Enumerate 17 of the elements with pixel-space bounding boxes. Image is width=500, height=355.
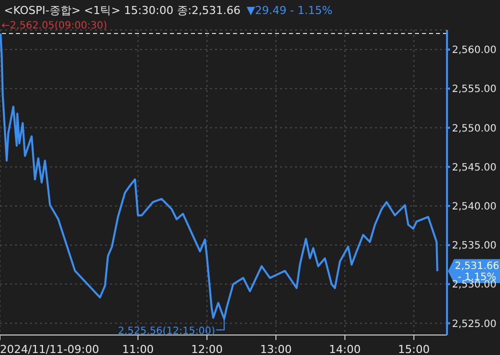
y-tick-label: 2,550.00 (452, 123, 497, 134)
x-tick-label: 12:00 (191, 343, 223, 355)
x-tick-label: 15:00 (398, 343, 430, 355)
y-tick-label: 2,535.00 (452, 240, 497, 252)
x-tick-label: 13:00 (260, 343, 292, 355)
y-tick-label: 2,525.00 (452, 318, 497, 330)
chart-title: <KOSPI-종합> <1틱> 15:30:00 종:2,531.66 (4, 4, 241, 17)
x-tick-label: 14:00 (329, 343, 361, 355)
y-tick-label: 2,555.00 (452, 84, 497, 96)
chart-subtitle: ▼29.49 - 1.15% (246, 4, 332, 17)
x-tick-label: 11:00 (122, 343, 154, 355)
x-tick-label: 2024/11/11-09:00 (0, 343, 100, 355)
annotation: 2,525.56(12:15:00) (118, 326, 216, 337)
annotation: ←2,562.05(09:00:30) (2, 20, 108, 32)
y-tick-label: 2,545.00 (452, 162, 497, 174)
y-tick-label: 2,540.00 (452, 202, 497, 213)
y-tick-label: 2,560.00 (452, 45, 497, 56)
